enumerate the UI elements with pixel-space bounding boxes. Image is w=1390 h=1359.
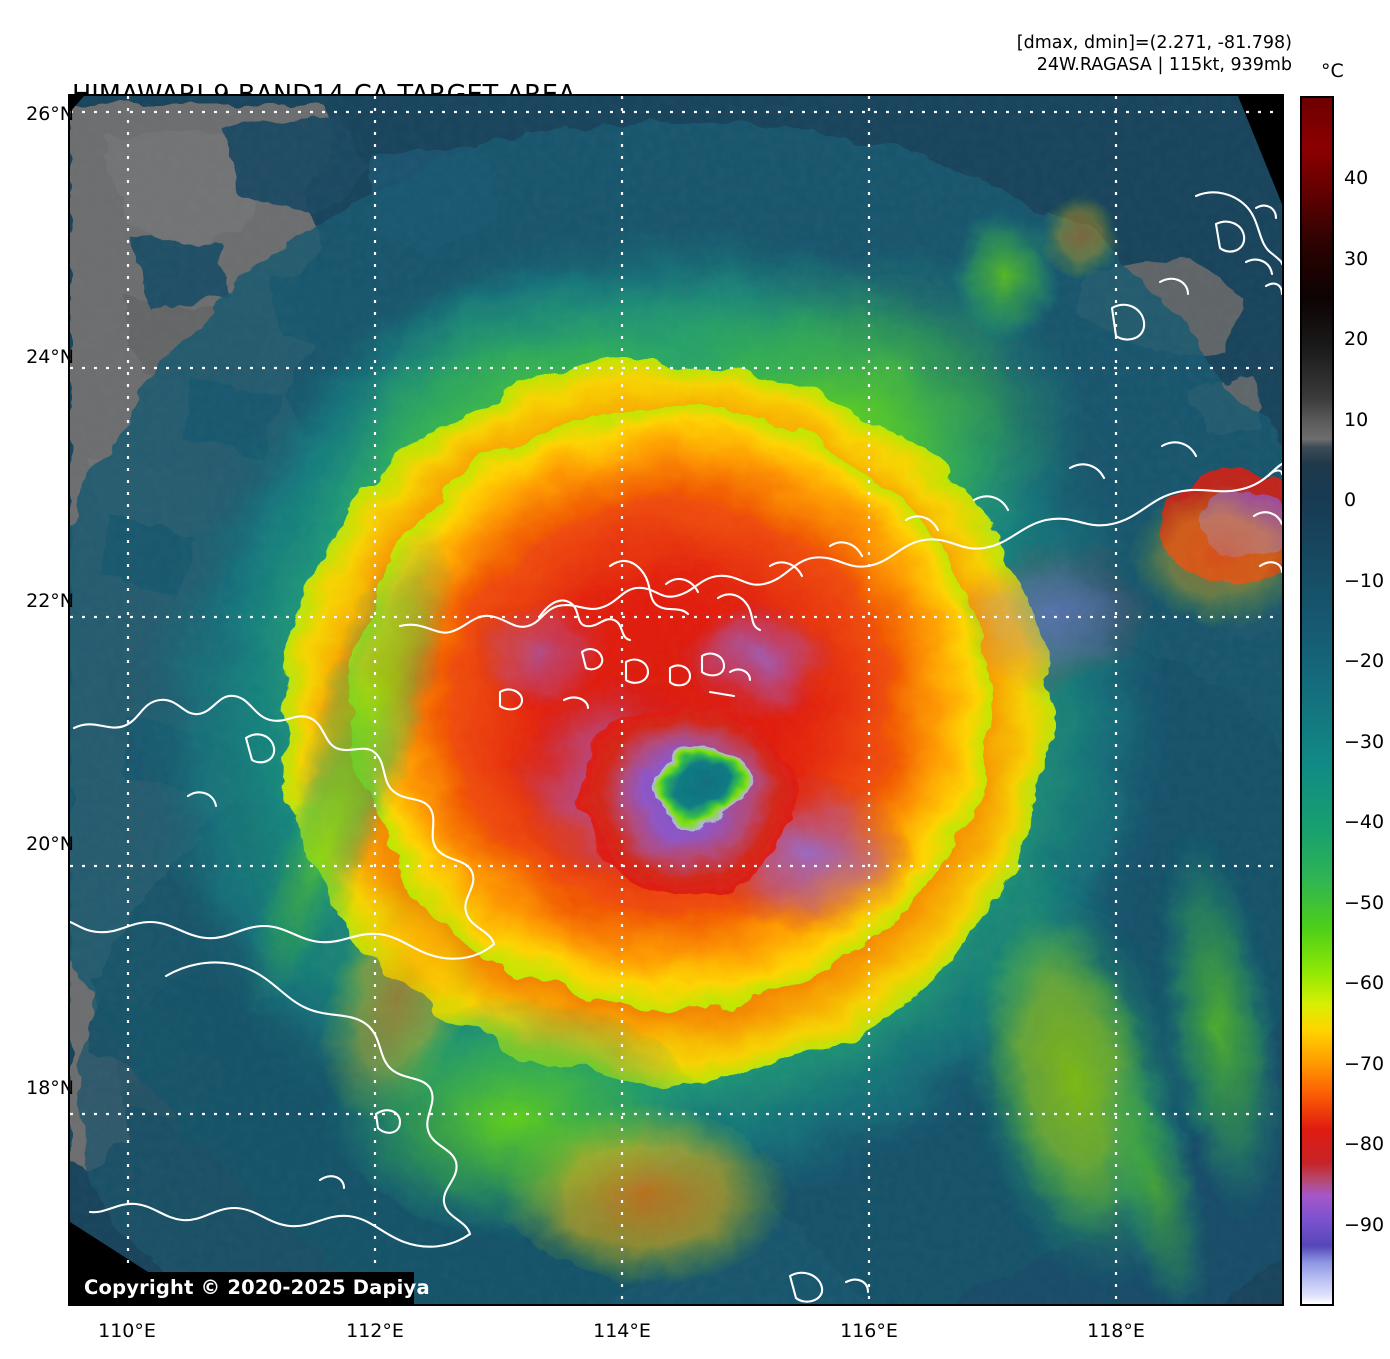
y-axis-tick-24n: 24°N bbox=[26, 346, 74, 368]
colorbar-tick-neg90: −90 bbox=[1344, 1214, 1385, 1236]
x-axis-tick-118e: 118°E bbox=[1087, 1320, 1145, 1342]
coastline-overlay bbox=[70, 191, 1282, 1303]
lat-lon-gridlines bbox=[70, 96, 1282, 1304]
y-axis-tick-26n: 26°N bbox=[26, 103, 74, 125]
colorbar-tick-neg30: −30 bbox=[1344, 731, 1385, 753]
x-axis-tick-114e: 114°E bbox=[593, 1320, 651, 1342]
colorbar-tick-neg20: −20 bbox=[1344, 650, 1385, 672]
temperature-colorbar[interactable] bbox=[1300, 96, 1334, 1306]
x-axis-tick-116e: 116°E bbox=[840, 1320, 898, 1342]
colorbar-tick-20: 20 bbox=[1344, 328, 1369, 350]
colorbar-tick-neg70: −70 bbox=[1344, 1053, 1385, 1075]
colorbar-gradient bbox=[1302, 98, 1332, 1304]
colorbar-tick-30: 30 bbox=[1344, 248, 1369, 270]
colorbar-tick-40: 40 bbox=[1344, 167, 1369, 189]
x-axis-tick-110e: 110°E bbox=[98, 1320, 156, 1342]
storm-readout: 24W.RAGASA | 115kt, 939mb bbox=[1036, 55, 1292, 75]
satellite-image-panel[interactable]: Copyright © 2020-2025 Dapiya bbox=[68, 94, 1284, 1306]
satellite-infrared-imagery bbox=[70, 96, 1282, 1304]
y-axis-tick-22n: 22°N bbox=[26, 590, 74, 612]
colorbar-tick-neg80: −80 bbox=[1344, 1133, 1385, 1155]
colorbar-tick-neg40: −40 bbox=[1344, 811, 1385, 833]
copyright-banner: Copyright © 2020-2025 Dapiya bbox=[70, 1272, 430, 1304]
colorbar-tick-neg50: −50 bbox=[1344, 892, 1385, 914]
colorbar-tick-0: 0 bbox=[1344, 489, 1357, 511]
dminmax-readout: [dmax, dmin]=(2.271, -81.798) bbox=[1016, 33, 1292, 53]
colorbar-tick-neg10: −10 bbox=[1344, 570, 1385, 592]
colorbar-tick-10: 10 bbox=[1344, 409, 1369, 431]
x-axis-tick-112e: 112°E bbox=[346, 1320, 404, 1342]
y-axis-tick-18n: 18°N bbox=[26, 1077, 74, 1099]
header-meta-block: [dmax, dmin]=(2.271, -81.798) 24W.RAGASA… bbox=[1017, 32, 1292, 76]
colorbar-tick-neg60: −60 bbox=[1344, 972, 1385, 994]
colorbar-unit-label: °C bbox=[1321, 60, 1344, 82]
y-axis-tick-20n: 20°N bbox=[26, 833, 74, 855]
